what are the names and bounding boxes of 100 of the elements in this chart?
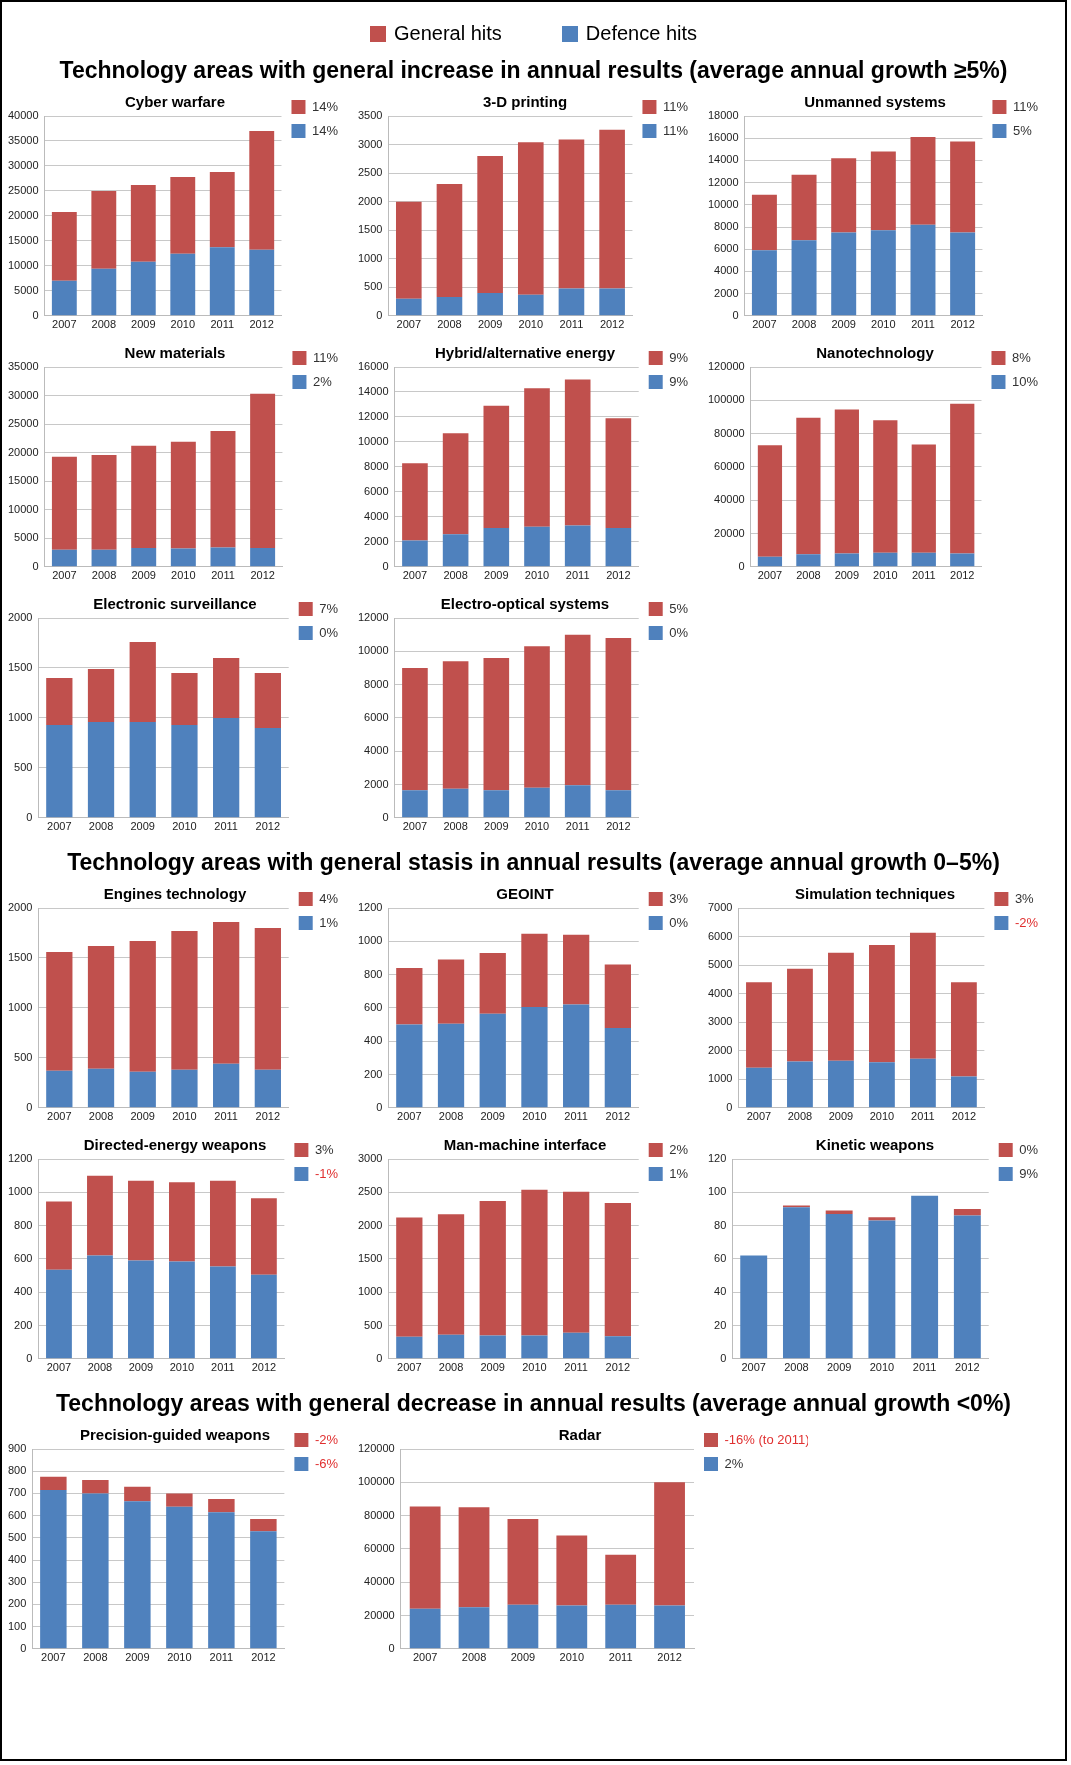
- bar: [873, 552, 898, 567]
- bar: [437, 1214, 465, 1335]
- x-tick-label: 2009: [131, 569, 156, 582]
- legend-label: -16% (to 2011): [724, 1431, 810, 1447]
- bar: [556, 1535, 588, 1606]
- bar: [170, 253, 196, 316]
- bar: [950, 982, 977, 1077]
- y-tick-label: 500: [14, 1050, 33, 1063]
- bar: [129, 1071, 156, 1108]
- legend-label: 9%: [669, 349, 689, 365]
- bar: [209, 1266, 236, 1359]
- chart-title: Electronic surveillance: [93, 595, 257, 613]
- y-tick-label: 120: [707, 1152, 727, 1165]
- x-tick-label: 2011: [911, 318, 935, 331]
- bar: [751, 194, 777, 251]
- bar: [524, 787, 550, 818]
- bar: [436, 183, 463, 297]
- x-tick-label: 2007: [397, 1110, 422, 1123]
- bar: [170, 548, 196, 567]
- bar: [208, 1498, 235, 1513]
- y-tick-label: 80: [714, 1218, 727, 1231]
- bar: [605, 637, 632, 791]
- y-tick-label: 100: [7, 1619, 27, 1632]
- y-tick-label: 15000: [7, 233, 39, 246]
- bar: [396, 1024, 423, 1108]
- legend-label: -1%: [314, 1165, 339, 1181]
- bar: [834, 553, 859, 567]
- bar: [564, 785, 591, 818]
- x-tick-label: 2010: [518, 318, 544, 331]
- y-tick-label: 2000: [7, 901, 33, 914]
- y-tick-label: 600: [7, 1508, 27, 1521]
- bar: [911, 552, 936, 567]
- x-tick-label: 2007: [757, 569, 783, 582]
- legend-label: 5%: [1012, 122, 1033, 138]
- bar: [654, 1482, 685, 1606]
- x-tick-label: 2010: [172, 820, 197, 833]
- y-tick-label: 0: [726, 1100, 733, 1113]
- x-tick-label: 2012: [251, 1361, 277, 1374]
- y-tick-label: 1500: [7, 950, 33, 963]
- bar: [131, 547, 157, 567]
- y-tick-label: 0: [376, 1100, 383, 1113]
- bar: [604, 1336, 631, 1359]
- legend-label: 14%: [311, 122, 339, 138]
- y-tick-label: 5000: [14, 531, 39, 544]
- bar: [124, 1501, 151, 1649]
- x-tick-label: 2010: [172, 1110, 197, 1123]
- y-tick-label: 120000: [707, 360, 745, 373]
- x-tick-label: 2007: [402, 820, 428, 833]
- bar: [787, 1061, 813, 1108]
- x-tick-label: 2009: [484, 820, 509, 833]
- chart-title: Directed-energy weapons: [83, 1136, 267, 1154]
- y-tick-label: 1200: [357, 901, 383, 914]
- bar: [395, 298, 422, 316]
- bar: [254, 1069, 281, 1108]
- y-tick-label: 1000: [7, 710, 33, 723]
- x-tick-label: 2011: [559, 318, 584, 331]
- x-tick-label: 2007: [397, 1361, 422, 1374]
- bar: [558, 139, 585, 289]
- x-tick-label: 2009: [480, 1110, 505, 1123]
- x-tick-label: 2007: [752, 318, 777, 331]
- bar: [950, 232, 976, 316]
- bar: [605, 790, 632, 818]
- bar: [825, 1210, 853, 1214]
- y-tick-label: 600: [14, 1251, 33, 1264]
- bar: [91, 190, 117, 269]
- bar: [91, 268, 117, 316]
- y-tick-label: 40000: [714, 493, 745, 506]
- x-tick-label: 2008: [791, 318, 817, 331]
- y-tick-label: 0: [376, 1351, 383, 1364]
- bar: [517, 142, 544, 295]
- legend-label: -2%: [1014, 914, 1039, 930]
- x-tick-label: 2008: [438, 1361, 464, 1374]
- y-tick-label: 500: [364, 1318, 383, 1331]
- bar: [782, 1207, 810, 1359]
- x-tick-label: 2011: [211, 1361, 235, 1374]
- bar: [437, 1334, 465, 1359]
- bar: [563, 1004, 590, 1108]
- bar: [950, 553, 975, 567]
- bar: [910, 137, 936, 225]
- bar: [909, 932, 936, 1059]
- bar: [170, 176, 196, 254]
- x-tick-label: 2008: [443, 820, 468, 833]
- y-tick-label: 2000: [364, 534, 389, 547]
- y-tick-label: 35000: [7, 360, 39, 373]
- x-tick-label: 2008: [91, 569, 117, 582]
- bar: [249, 249, 275, 316]
- y-tick-label: 800: [364, 967, 383, 980]
- x-tick-label: 2011: [211, 569, 235, 582]
- bar: [831, 232, 857, 316]
- y-tick-label: 100000: [357, 1475, 395, 1488]
- y-tick-label: 18000: [707, 109, 739, 122]
- x-tick-label: 2012: [950, 569, 975, 582]
- x-tick-label: 2010: [524, 820, 550, 833]
- bar: [442, 534, 469, 567]
- x-tick-label: 2009: [128, 1361, 154, 1374]
- y-tick-label: 0: [26, 810, 33, 823]
- bar: [868, 1220, 896, 1359]
- y-tick-label: 2000: [357, 194, 383, 207]
- legend-label: 0%: [669, 624, 689, 640]
- y-tick-label: 1000: [357, 1285, 383, 1298]
